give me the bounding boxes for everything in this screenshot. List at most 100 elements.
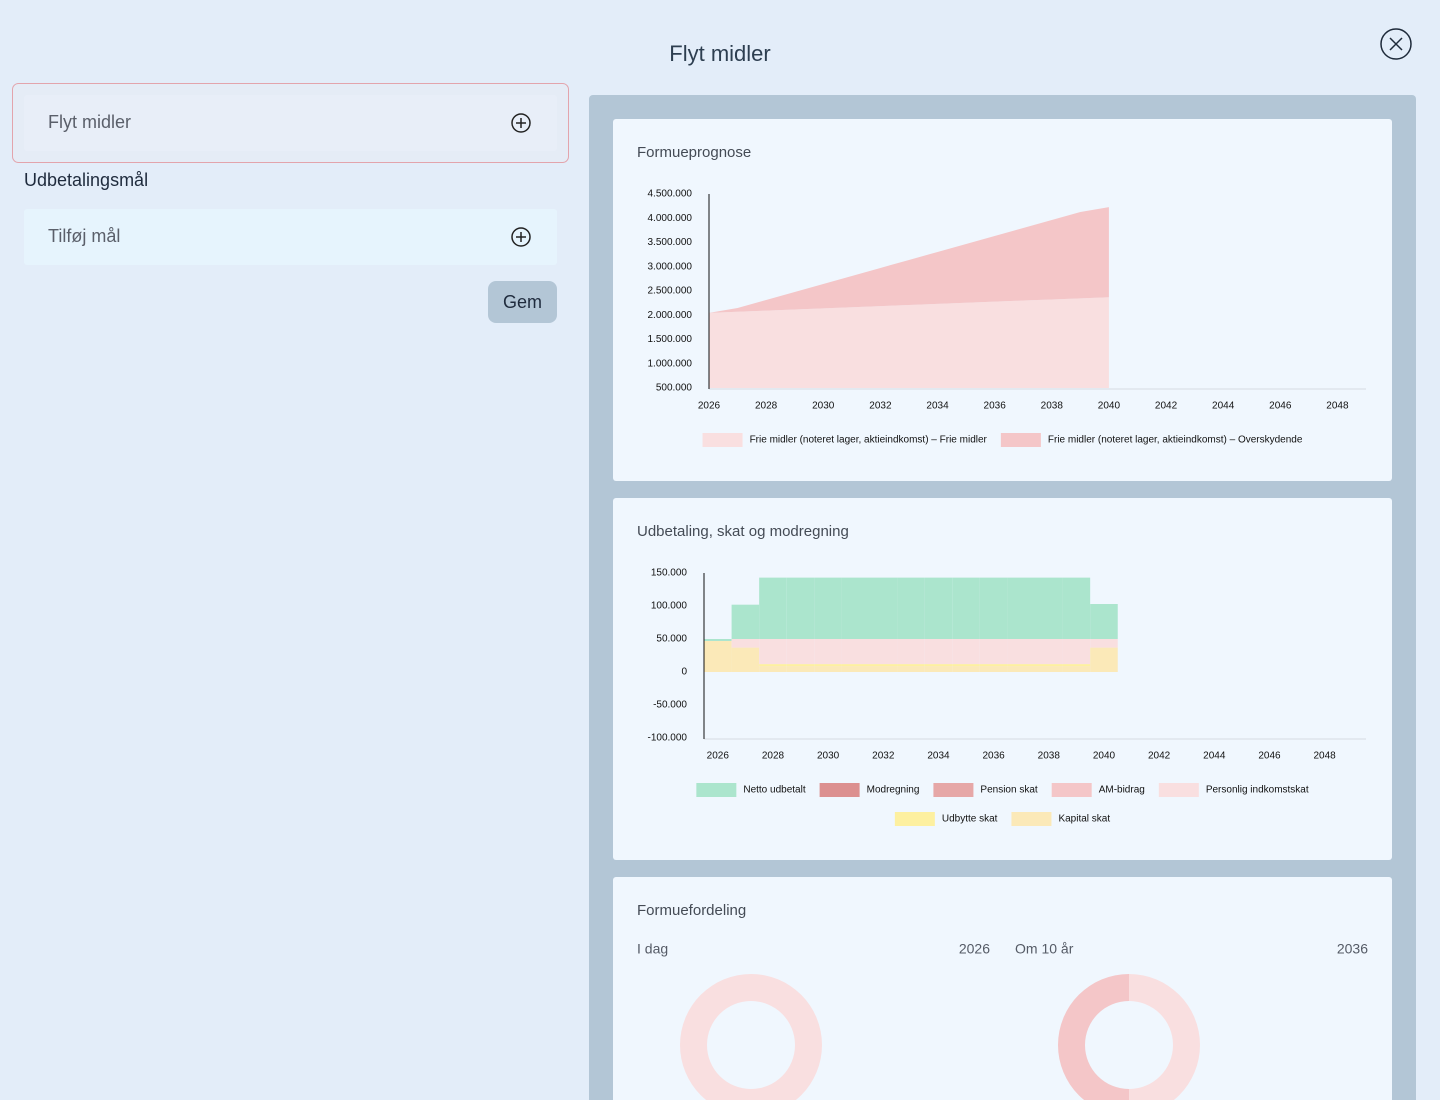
bar-segment [1090, 647, 1118, 672]
bar-segment [1062, 639, 1091, 665]
legend-item: Netto udbetalt [696, 783, 806, 797]
legend-item: Udbytte skat [894, 812, 998, 826]
bar-segment [759, 639, 787, 665]
move-item-label[interactable]: Flyt midler [48, 112, 131, 132]
x-tick-label: 2038 [1038, 751, 1061, 762]
chart-title: Formueprognose [637, 144, 751, 161]
x-tick-label: 2046 [1269, 401, 1292, 412]
bar-segment [924, 664, 953, 667]
y-tick-label: 3.500.000 [648, 237, 693, 248]
x-tick-label: 2030 [812, 401, 835, 412]
plus-icon[interactable] [511, 227, 531, 247]
bar-segment [952, 577, 980, 639]
bar-segment [1062, 577, 1091, 639]
bar-segment [952, 666, 980, 672]
close-circle[interactable] [1380, 28, 1412, 60]
y-tick-label: 2.500.000 [648, 286, 693, 297]
panel-label: I dag [637, 941, 668, 957]
legend-swatch [702, 433, 743, 447]
x-tick-label: 2040 [1098, 401, 1121, 412]
legend-label: Pension skat [980, 785, 1037, 796]
bar-segment [869, 666, 898, 672]
x-tick-label: 2026 [707, 751, 730, 762]
save-button[interactable]: Gem [488, 281, 557, 323]
legend-item: AM-bidrag [1051, 783, 1145, 797]
x-tick-label: 2038 [1041, 401, 1064, 412]
move-item-box[interactable] [24, 95, 557, 151]
bar-segment [841, 577, 870, 639]
close-icon[interactable] [1389, 37, 1403, 51]
plus-icon[interactable] [511, 113, 531, 133]
legend-label: Netto udbetalt [743, 785, 805, 796]
panel-year: 2026 [959, 941, 990, 957]
chart-title: Formuefordeling [637, 902, 746, 919]
y-tick-label: 1.000.000 [648, 358, 693, 369]
bar-segment [897, 666, 925, 672]
save-button-label[interactable]: Gem [503, 292, 542, 312]
x-tick-label: 2032 [872, 751, 895, 762]
bar-segment [841, 664, 870, 667]
area [709, 297, 1109, 388]
bar-segment [786, 664, 815, 667]
close-button[interactable] [1380, 28, 1412, 60]
bar-segment [759, 664, 787, 667]
donut-segment [680, 974, 822, 1100]
bar-segment [841, 666, 870, 672]
save-button-box[interactable] [488, 281, 557, 323]
move-item[interactable]: Flyt midler [24, 95, 557, 151]
legend-label: Frie midler (noteret lager, aktieindkoms… [1048, 435, 1303, 446]
bar-segment [786, 666, 815, 672]
bar-segment [759, 577, 787, 639]
legend-label: Kapital skat [1058, 814, 1110, 825]
legend-label: Frie midler (noteret lager, aktieindkoms… [750, 435, 988, 446]
x-tick-label: 2032 [869, 401, 892, 412]
bar-segment [897, 639, 925, 665]
y-tick-label: -100.000 [648, 733, 688, 744]
bar-segment [814, 639, 842, 665]
bar-segment [897, 577, 925, 639]
panel-year: 2036 [1337, 941, 1368, 957]
y-tick-label: 3.000.000 [648, 261, 693, 272]
x-tick-label: 2028 [755, 401, 778, 412]
dialog-title: Flyt midler [669, 41, 770, 66]
bar-segment [731, 647, 760, 672]
add-goal-label[interactable]: Tilføj mål [48, 226, 120, 246]
bar-segment [786, 577, 815, 639]
card [613, 498, 1392, 860]
legend-swatch [1158, 783, 1199, 797]
x-tick-label: 2044 [1212, 401, 1235, 412]
y-tick-label: 50.000 [656, 634, 687, 645]
legend-label: Udbytte skat [942, 814, 998, 825]
y-tick-label: 100.000 [651, 601, 688, 612]
bar-segment [924, 666, 953, 672]
bar-segment [731, 639, 760, 648]
legend-swatch [1000, 433, 1041, 447]
donut-segment [1129, 974, 1200, 1100]
bar-segment [1035, 666, 1063, 672]
legend-swatch [894, 812, 935, 826]
bar-segment [869, 639, 898, 665]
y-tick-label: -50.000 [653, 700, 687, 711]
add-goal[interactable]: Tilføj mål [24, 209, 557, 265]
x-tick-label: 2028 [762, 751, 785, 762]
bar-segment [924, 577, 953, 639]
bar-segment [786, 639, 815, 665]
legend-item: Pension skat [933, 783, 1038, 797]
bar-segment [1035, 639, 1063, 665]
x-tick-label: 2040 [1093, 751, 1116, 762]
x-tick-label: 2036 [983, 751, 1006, 762]
bar-segment [1035, 577, 1063, 639]
y-tick-label: 1.500.000 [648, 334, 693, 345]
x-tick-label: 2044 [1203, 751, 1226, 762]
add-goal-box[interactable] [24, 209, 557, 265]
bar-segment [1090, 604, 1118, 639]
bar-segment [1062, 666, 1091, 672]
bar-segment [1007, 577, 1035, 639]
y-tick-label: 4.500.000 [648, 189, 693, 200]
bar-segment [1035, 664, 1063, 667]
bar-segment [869, 577, 898, 639]
x-tick-label: 2030 [817, 751, 840, 762]
bar-segment [897, 664, 925, 667]
bar-segment [704, 639, 732, 641]
chart-title: Udbetaling, skat og modregning [637, 523, 849, 540]
